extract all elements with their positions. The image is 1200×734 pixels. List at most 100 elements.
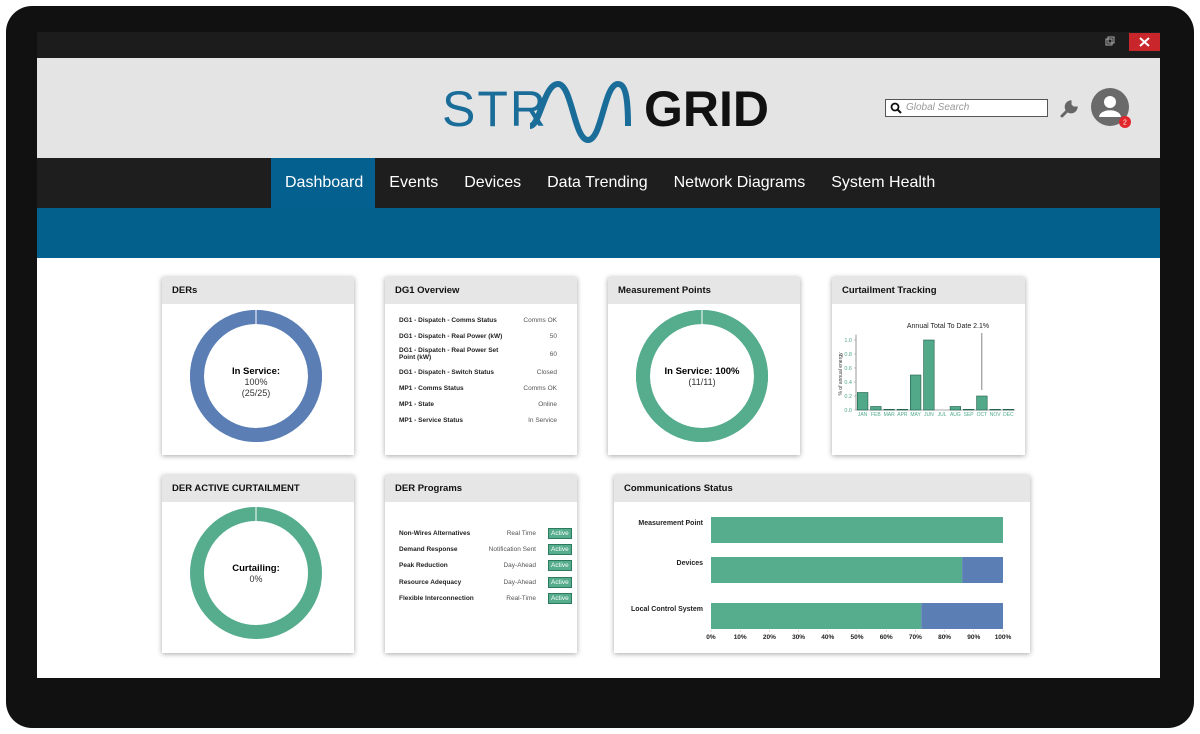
program-name: Non-Wires Alternatives: [399, 529, 471, 537]
donut-status: Curtailing:: [232, 563, 280, 574]
card: DG1 Overview DG1 - Dispatch - Comms Stat…: [385, 277, 577, 455]
donut: Curtailing: 0%: [190, 506, 322, 639]
notification-count: 2: [1123, 120, 1127, 127]
program-mode: Real Time: [506, 529, 536, 537]
nav-item[interactable]: System Health: [831, 174, 936, 191]
kv-value: 60: [549, 350, 557, 358]
card-title: Communications Status: [614, 475, 1030, 502]
x-tick-label: APR: [897, 412, 908, 418]
x-tick-label: DEC: [1003, 412, 1014, 418]
nav-item[interactable]: Events: [389, 174, 439, 191]
y-tick-label: 1.0: [844, 338, 852, 344]
x-tick-label: JAN: [858, 412, 868, 418]
chart-annotation: Annual Total To Date 2.1%: [907, 323, 989, 330]
nav-item[interactable]: Data Trending: [547, 174, 648, 191]
nav-item[interactable]: Dashboard: [271, 158, 376, 208]
notification-badge: [1119, 116, 1131, 128]
x-tick-label: AUG: [950, 412, 961, 418]
kv-label: DG1 - Dispatch - Comms Status: [399, 316, 497, 324]
restore-button[interactable]: [1105, 38, 1113, 46]
program-row: Flexible Interconnection Real-Time Active: [399, 590, 572, 606]
program-row: Resource Adequacy Day-Ahead Active: [399, 574, 572, 590]
kv-row: MP1 - State Online: [399, 399, 557, 409]
bar-segment: [921, 603, 1003, 629]
kv-row: DG1 - Dispatch - Comms Status Comms OK: [399, 315, 557, 325]
program-status: Active: [548, 576, 572, 588]
program-status: Active: [548, 560, 572, 572]
y-tick-label: Devices: [677, 560, 704, 567]
bar-segment: [711, 517, 1003, 543]
program-status: Active: [548, 543, 572, 555]
search-placeholder: Global Search: [906, 102, 970, 113]
x-tick-label: OCT: [977, 412, 988, 418]
y-tick-label: 0.6: [844, 366, 852, 372]
kv-value: Closed: [536, 368, 557, 376]
x-tick-label: 20%: [763, 634, 776, 641]
x-tick-label: MAR: [884, 412, 896, 418]
y-tick-label: 0.2: [844, 394, 852, 400]
avatar-body: [1099, 110, 1121, 117]
window-bar: [37, 32, 1160, 58]
program-name: Flexible Interconnection: [399, 594, 474, 602]
x-tick-label: NOV: [990, 412, 1002, 418]
kv-label: MP1 - State: [399, 400, 435, 408]
kv-row: DG1 - Dispatch - Switch Status Closed: [399, 367, 557, 377]
search-box[interactable]: Global Search: [885, 99, 1048, 117]
card-title: DER ACTIVE CURTAILMENT: [162, 475, 354, 502]
card-title: DERs: [162, 277, 354, 304]
donut-detail: (11/11): [688, 377, 715, 387]
settings-icon[interactable]: [1058, 96, 1082, 120]
program-row: Peak Reduction Day-Ahead Active: [399, 558, 572, 574]
donut-status-line: In Service: 100%: [664, 366, 740, 377]
y-tick-label: Measurement Point: [638, 520, 703, 527]
donut-value: 100%: [244, 377, 267, 387]
x-tick-label: 90%: [967, 634, 980, 641]
x-tick-label: 100%: [995, 634, 1012, 641]
program-mode: Day-Ahead: [503, 562, 536, 570]
kv-value: Comms OK: [523, 384, 557, 392]
card-title: DG1 Overview: [385, 277, 577, 304]
program-row: Non-Wires Alternatives Real Time Active: [399, 525, 572, 541]
card: DERs: [162, 277, 354, 455]
bar: [857, 392, 869, 411]
y-tick-label: Local Control System: [631, 606, 703, 613]
bar-chart: Annual Total To Date 2.1% % of annual en…: [838, 323, 1015, 418]
kv-row: MP1 - Service Status In Service: [399, 415, 557, 425]
donut-status: In Service:: [664, 366, 712, 377]
donut-status: In Service:: [232, 366, 280, 377]
nav-item[interactable]: Network Diagrams: [673, 174, 806, 191]
card-title: Measurement Points: [608, 277, 800, 304]
program-table: Non-Wires Alternatives Real Time Active Dem…: [399, 525, 572, 606]
kv-label: DG1 - Dispatch - Real Power (kW): [399, 332, 503, 340]
kv-value: 50: [549, 332, 557, 340]
x-tick-label: JUN: [924, 412, 934, 418]
bar: [896, 409, 908, 411]
donut: In Service: 100% (25/25): [190, 309, 322, 442]
logo-wave: [528, 80, 631, 144]
y-tick-label: 0.4: [844, 380, 852, 386]
close-icon: [1139, 37, 1150, 47]
kv-label: MP1 - Service Status: [399, 416, 463, 424]
program-status: Active: [548, 527, 572, 539]
card: DER Programs Non-Wires Alternatives Real …: [385, 475, 577, 653]
program-mode: Real-Time: [506, 594, 536, 602]
program-name: Demand Response: [399, 545, 458, 553]
x-tick-label: 80%: [938, 634, 951, 641]
donut-detail: (25/25): [242, 388, 271, 398]
x-tick-label: 60%: [880, 634, 893, 641]
x-tick-label: 70%: [909, 634, 922, 641]
card-title: Curtailment Tracking: [832, 277, 1025, 304]
x-tick-label: 40%: [821, 634, 834, 641]
bar: [989, 409, 1001, 411]
logo-left: STR: [442, 81, 548, 137]
bar: [910, 374, 922, 411]
kv-label: DG1 - Dispatch - Real Power Set Point (k…: [399, 347, 499, 361]
avatar-head: [1104, 96, 1116, 108]
kv-row: DG1 - Dispatch - Real Power Set Point (k…: [399, 347, 557, 361]
nav-item[interactable]: Devices: [464, 174, 522, 191]
program-row: Demand Response Notification Sent Active: [399, 541, 572, 557]
card: Measurement Points: [608, 277, 800, 455]
donut-value: 0%: [249, 574, 262, 584]
user-avatar[interactable]: 2: [1088, 86, 1134, 132]
